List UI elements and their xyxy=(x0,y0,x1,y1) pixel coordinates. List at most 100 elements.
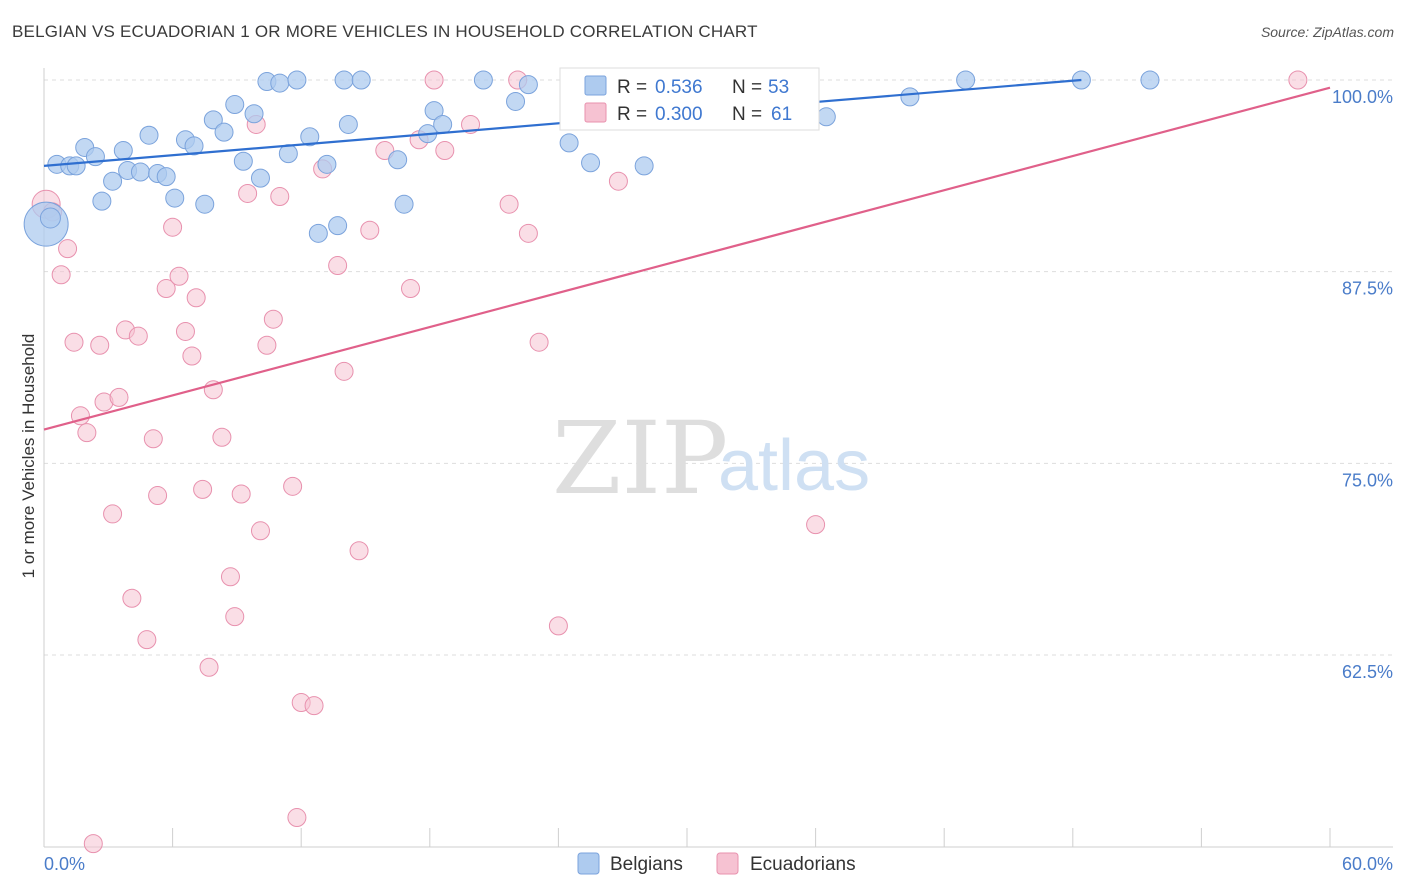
ecuadorian-point-53 xyxy=(518,223,538,243)
ecuadorian-point-58 xyxy=(806,515,826,535)
ecuadorian-point-51 xyxy=(499,194,519,214)
watermark-atlas: atlas xyxy=(718,426,870,506)
ecuadorian-point-46 xyxy=(401,279,421,299)
belgian-point-42 xyxy=(518,75,538,95)
stats-legend: R = 0.536 N = 53 R = 0.300 N = 61 xyxy=(559,67,820,131)
belgian-point-30 xyxy=(317,154,337,174)
source-label: Source: ZipAtlas.com xyxy=(1260,24,1394,40)
y-tick-label-1: 75.0% xyxy=(1342,470,1393,490)
chart-title: BELGIAN VS ECUADORIAN 1 OR MORE VEHICLES… xyxy=(12,22,758,41)
y-tick-labels: 62.5% 75.0% 87.5% 100.0% xyxy=(1332,87,1393,682)
trend-lines xyxy=(43,78,1331,431)
ecuadorian-point-10 xyxy=(109,387,129,407)
belgian-point-29 xyxy=(308,223,328,243)
belgian-point-7 xyxy=(103,171,123,191)
bottom-legend-swatch-belgians xyxy=(577,852,600,875)
belgian-point-51 xyxy=(1140,70,1160,90)
belgian-point-14 xyxy=(165,188,185,208)
ecuadorian-point-41 xyxy=(328,256,348,276)
ecuadorian-point-33 xyxy=(257,335,277,355)
belgian-point-39 xyxy=(433,114,453,134)
ecuadorian-point-44 xyxy=(360,220,380,240)
belgian-point-41 xyxy=(506,91,526,111)
ecuadorian-point-17 xyxy=(156,279,176,299)
legend-swatch-belgians xyxy=(584,75,607,96)
y-tick-label-2: 87.5% xyxy=(1342,279,1393,299)
ecuadorian-point-7 xyxy=(90,335,110,355)
legend-belgians-n-label: N = xyxy=(732,77,762,98)
belgian-point-10 xyxy=(130,162,150,182)
ecuadorian-point-3 xyxy=(58,239,78,259)
legend-ecuadorians-n-value: 61 xyxy=(771,104,792,125)
belgian-point-44 xyxy=(581,153,601,173)
ecuadorian-point-23 xyxy=(193,479,213,499)
ecuadorian-point-28 xyxy=(225,607,245,627)
legend-belgians-r-value: 0.536 xyxy=(655,77,703,98)
belgian-point-35 xyxy=(388,150,408,170)
ecuadorian-point-16 xyxy=(148,486,168,506)
belgian-point-16 xyxy=(184,136,204,156)
ecuadorian-point-6 xyxy=(77,423,97,443)
belgian-point-6 xyxy=(92,191,112,211)
belgian-point-20 xyxy=(225,95,245,115)
ecuadorian-point-54 xyxy=(529,332,549,352)
belgian-point-31 xyxy=(328,216,348,236)
ecuadorian-point-32 xyxy=(250,521,270,541)
belgian-point-11 xyxy=(139,125,159,145)
ecuadorian-point-26 xyxy=(212,427,232,447)
ecuadorian-point-15 xyxy=(143,429,163,449)
ecuadorian-point-9 xyxy=(103,504,123,524)
belgian-point-27 xyxy=(287,70,307,90)
ecuadorian-point-48 xyxy=(424,70,444,90)
ecuadorian-point-45 xyxy=(375,141,395,161)
ecuadorian-point-50 xyxy=(461,114,481,134)
belgian-point-48 xyxy=(900,87,920,107)
ecuadorian-point-43 xyxy=(349,541,369,561)
ecuadorian-point-60 xyxy=(83,834,103,854)
legend-ecuadorians-r-value: 0.300 xyxy=(655,104,703,125)
ecuadorian-point-20 xyxy=(175,321,195,341)
ecuadorian-point-4 xyxy=(64,332,84,352)
watermark-zip: ZIP xyxy=(552,400,728,517)
belgian-point-19 xyxy=(214,122,234,142)
ecuadorian-point-42 xyxy=(334,361,354,381)
ecuadorian-point-39 xyxy=(304,696,324,716)
belgian-point-3 xyxy=(66,156,86,176)
ecuadorian-point-14 xyxy=(137,630,157,650)
belgian-point-36 xyxy=(394,194,414,214)
ecuadorian-point-36 xyxy=(283,476,303,496)
bottom-legend-belgians: Belgians xyxy=(610,854,683,875)
ecuadorian-point-49 xyxy=(435,141,455,161)
belgian-point-17 xyxy=(195,194,215,214)
legend-belgians-n-value: 53 xyxy=(768,77,789,98)
belgian-point-49 xyxy=(956,70,976,90)
x-tick-label-max: 60.0% xyxy=(1342,854,1393,874)
belgian-point-52 xyxy=(39,207,61,229)
ecuadorian-point-18 xyxy=(163,217,183,237)
ecuadorian-point-55 xyxy=(548,616,568,636)
belgian-point-28 xyxy=(300,127,320,147)
ecuadorian-point-19 xyxy=(169,266,189,286)
series-legend: Belgians Ecuadorians xyxy=(577,852,856,875)
belgian-point-45 xyxy=(634,156,654,176)
legend-ecuadorians-n-label: N = xyxy=(732,104,762,125)
belgian-point-13 xyxy=(156,167,176,187)
ecuadorian-point-24 xyxy=(199,657,219,677)
belgian-point-40 xyxy=(473,70,493,90)
y-axis-label: 1 or more Vehicles in Household xyxy=(19,334,38,579)
bottom-legend-swatch-ecuadorians xyxy=(716,852,739,875)
ecuadorian-point-22 xyxy=(186,288,206,308)
ecuadorian-point-2 xyxy=(51,265,71,285)
belgian-point-32 xyxy=(338,114,358,134)
ecuadorian-point-29 xyxy=(231,484,251,504)
ecuadorian-point-27 xyxy=(220,567,240,587)
x-tick-label-min: 0.0% xyxy=(44,854,85,874)
bottom-legend-ecuadorians: Ecuadorians xyxy=(750,854,856,875)
belgian-point-25 xyxy=(270,73,290,93)
belgian-point-43 xyxy=(559,133,579,153)
legend-swatch-ecuadorians xyxy=(584,102,607,123)
belgian-point-47 xyxy=(816,107,836,127)
ecuadorian-point-37 xyxy=(287,808,307,828)
ecuadorian-point-21 xyxy=(182,346,202,366)
